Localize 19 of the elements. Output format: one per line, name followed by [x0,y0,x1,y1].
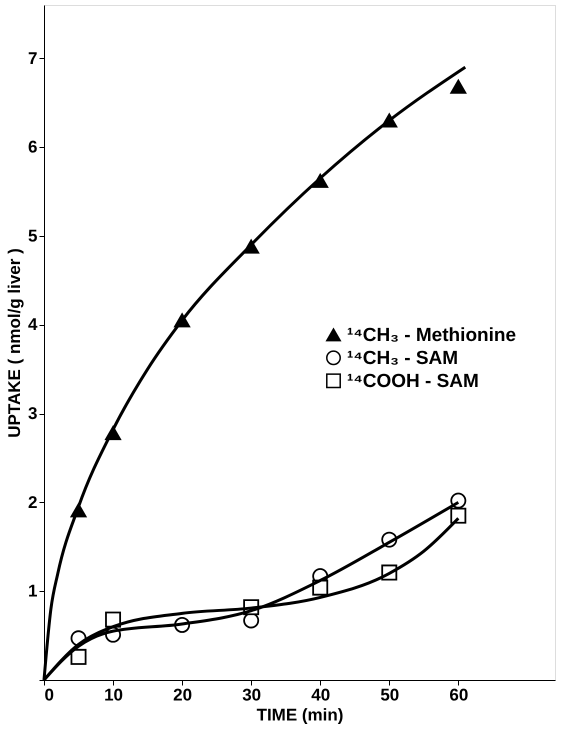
legend-label: ¹⁴COOH - SAM [347,370,479,392]
y-tick-label: 1 [28,582,38,601]
y-tick-label: 5 [28,226,38,246]
y-tick-label: 6 [28,138,38,157]
y-tick-label: 4 [28,315,38,334]
x-tick-label: 40 [311,686,330,704]
y-tick-label: 2 [28,492,38,512]
x-tick-label: 30 [242,686,262,704]
x-tick-label: 0 [44,686,54,704]
x-axis-title: TIME (min) [256,706,344,724]
x-tick-label: 10 [104,686,124,704]
x-tick-label: 20 [173,686,192,704]
x-tick-label: 50 [380,686,400,704]
legend-label: ¹⁴CH₃ - Methionine [347,324,516,346]
x-tick-label: 60 [449,686,468,704]
y-tick-label: 7 [28,48,38,68]
y-axis-title: UPTAKE ( nmol/g liver ) [5,248,24,438]
legend-label: ¹⁴CH₃ - SAM [347,348,458,369]
y-tick-label: 3 [28,404,38,424]
